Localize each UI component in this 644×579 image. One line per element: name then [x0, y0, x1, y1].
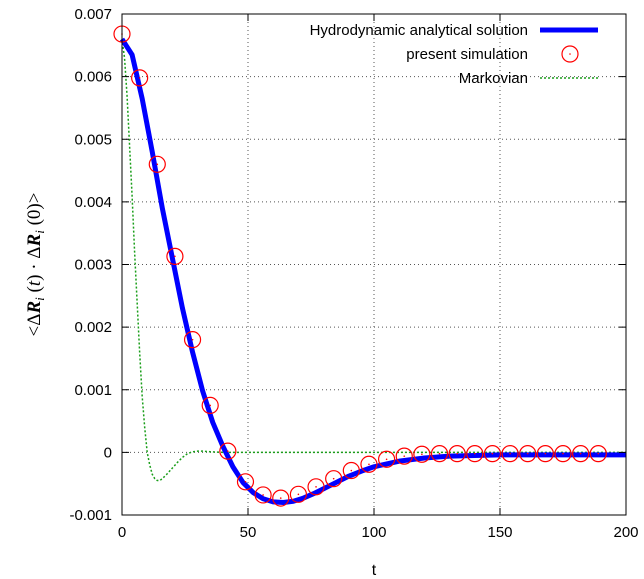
data-point-simulation: [219, 442, 237, 460]
y-axis-label: <ΔRi (t) · ΔRi (0)>: [24, 193, 47, 337]
y-axis-label-open-1: (: [24, 286, 45, 297]
y-axis-label-lt: <: [24, 326, 45, 337]
axis-ticks: 0 50 100 150 200 -0.001 0 0.001 0.002 0.003 0.004 0…: [69, 6, 638, 541]
data-point-simulation: [501, 445, 519, 463]
data-point-simulation: [342, 461, 360, 480]
y-axis-label-r-1: R: [24, 301, 45, 315]
grid-lines: [122, 14, 626, 515]
data-point-simulation-center: [438, 452, 441, 455]
data-point-simulation-center: [138, 77, 141, 79]
data-point-simulation: [589, 445, 607, 463]
data-point-simulation-center: [526, 452, 529, 455]
legend: Hydrodynamic analytical solution present…: [310, 22, 598, 87]
legend-label-hydrodynamic: Hydrodynamic analytical solution: [310, 22, 528, 39]
data-point-simulation-center: [209, 404, 211, 407]
data-point-simulation: [201, 396, 219, 415]
legend-sample-simulation-dot: [569, 53, 571, 55]
x-tick-label: 0: [118, 524, 126, 541]
data-point-simulation-center: [350, 469, 353, 472]
data-point-simulation: [448, 445, 466, 463]
data-point-simulation-center: [421, 453, 423, 456]
legend-sample-simulation: [561, 45, 579, 63]
y-tick-label: 0.005: [74, 131, 112, 148]
data-point-simulation: [378, 450, 396, 468]
data-point-simulation-center: [156, 163, 159, 166]
data-point-simulation-center: [474, 452, 476, 455]
legend-label-markovian: Markovian: [459, 70, 528, 87]
y-axis-label-close-1: ) ·: [24, 259, 45, 281]
x-tick-label: 100: [361, 524, 386, 541]
data-point-simulation: [554, 445, 572, 463]
y-tick-label: 0.001: [74, 382, 112, 399]
data-point-simulation-center: [191, 338, 194, 341]
y-axis-label-sub-1: i: [32, 297, 47, 301]
data-point-simulation: [325, 470, 343, 488]
legend-label-simulation: present simulation: [406, 46, 528, 63]
data-point-simulation-center: [262, 494, 264, 496]
y-axis-label-rest: (0)>: [24, 193, 45, 231]
data-point-simulation-center: [244, 481, 247, 483]
data-point-simulation-center: [579, 452, 582, 455]
y-axis-label-delta-1: Δ: [24, 314, 45, 326]
data-point-simulation: [430, 445, 449, 463]
data-point-simulation-center: [385, 458, 388, 461]
data-point-simulation: [360, 455, 378, 473]
series-layer: [113, 25, 626, 507]
data-point-simulation: [272, 489, 290, 507]
y-tick-label: 0.004: [74, 194, 112, 211]
y-tick-label: 0.002: [74, 319, 112, 336]
data-point-simulation: [131, 69, 149, 87]
y-axis-label-sub-2: i: [32, 230, 47, 234]
data-point-simulation-center: [544, 452, 547, 455]
data-point-simulation: [466, 445, 484, 463]
data-point-simulation: [413, 445, 431, 463]
data-point-simulation: [236, 473, 255, 491]
data-point-simulation-center: [297, 493, 300, 496]
x-tick-label: 50: [240, 524, 257, 541]
data-point-simulation: [183, 331, 202, 349]
data-point-simulation: [254, 486, 272, 504]
data-point-simulation: [166, 247, 184, 265]
data-point-simulation-center: [332, 477, 335, 480]
data-point-simulation-center: [279, 497, 282, 499]
data-point-simulation: [289, 485, 307, 503]
data-point-simulation: [483, 445, 502, 463]
data-point-simulation-center: [597, 452, 600, 455]
x-tick-label: 150: [487, 524, 512, 541]
data-point-simulation-center: [562, 452, 564, 455]
data-point-simulation: [572, 445, 590, 463]
data-point-simulation: [148, 155, 166, 173]
y-tick-label: 0.007: [74, 6, 112, 23]
data-point-simulation-center: [456, 452, 458, 455]
y-tick-label: -0.001: [69, 507, 112, 524]
data-point-simulation: [519, 445, 537, 463]
y-axis-label-t: t: [24, 280, 45, 286]
y-tick-label: 0: [104, 444, 112, 461]
data-point-simulation: [536, 445, 554, 463]
data-point-simulation-center: [315, 486, 317, 488]
data-point-simulation-center: [227, 450, 229, 452]
y-tick-label: 0.006: [74, 69, 112, 86]
y-tick-label: 0.003: [74, 257, 112, 274]
data-point-simulation: [307, 478, 325, 496]
data-point-simulation-center: [368, 463, 370, 466]
data-point-simulation-center: [509, 452, 511, 455]
data-point-simulation: [395, 447, 413, 465]
y-axis-label-delta-2: Δ: [24, 246, 45, 258]
x-axis-label: t: [372, 562, 377, 579]
x-tick-label: 200: [613, 524, 638, 541]
data-point-simulation-center: [403, 455, 406, 457]
data-point-simulation-center: [491, 452, 494, 455]
y-axis-label-r-2: R: [24, 234, 45, 248]
data-point-simulation-center: [174, 255, 176, 258]
